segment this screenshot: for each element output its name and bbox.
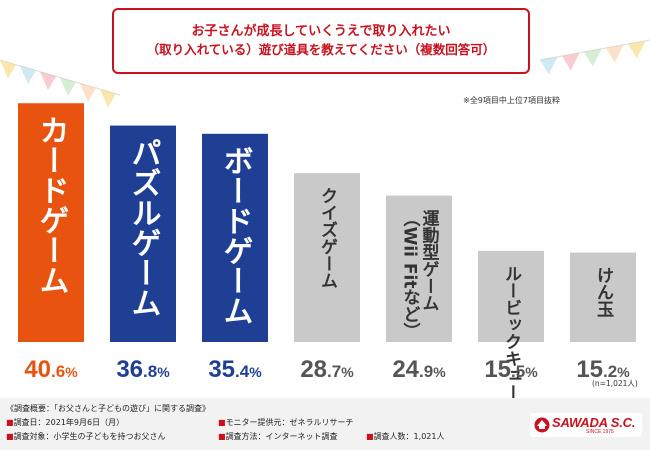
question-line-2: （取り入れている）遊び道具を教えてください（複数回答可）	[146, 42, 496, 57]
bar-2	[110, 125, 176, 342]
survey-date: 調査日：2021年9月6日（月）	[13, 418, 125, 427]
bar-4	[294, 173, 360, 342]
logo-since: SINCE 1975	[586, 429, 614, 435]
bullet-icon: ■	[366, 432, 374, 441]
pennant-flag	[584, 48, 602, 67]
survey-method-row: ■調査方法：インターネット調査	[218, 431, 338, 442]
question-line-1: お子さんが成長していくうえで取り入れたい	[191, 24, 451, 39]
value-label-5: 24.9%	[392, 356, 446, 383]
survey-method: 調査方法：インターネット調査	[225, 432, 338, 441]
value-label-4: 28.7%	[300, 356, 354, 383]
survey-question-box: お子さんが成長していくうえで取り入れたい （取り入れている）遊び道具を教えてくだ…	[112, 8, 530, 74]
pennant-flag	[628, 40, 646, 59]
survey-overview: 《調査概要：「お父さんと子どもの遊び」に関する調査》 ■調査日：2021年9月6…	[6, 403, 526, 447]
value-label-6: 15.5%	[484, 356, 538, 383]
bullet-icon: ■	[6, 432, 14, 441]
bullet-icon: ■	[218, 418, 226, 427]
bar-label-3: ボードゲーム	[218, 146, 253, 326]
excerpt-note: ※全9項目中上位7項目抜粋	[463, 96, 560, 105]
bar-label-2: パズルゲーム	[126, 138, 161, 318]
bar-label-7: けん玉	[593, 267, 614, 318]
value-label-3: 35.4%	[208, 356, 262, 383]
logo-emblem-icon	[534, 417, 550, 433]
survey-date-row: ■調査日：2021年9月6日（月）	[6, 417, 124, 428]
logo-name: SAWADA S.C.	[552, 415, 636, 430]
bar-3	[202, 133, 268, 342]
survey-provider-row: ■モニター提供元：ゼネラルリサーチ	[218, 417, 354, 428]
value-label-2: 36.8%	[116, 356, 170, 383]
survey-target-row: ■調査対象：小学生の子どもを持つお父さん	[6, 431, 166, 442]
bar-6	[478, 250, 544, 342]
bar-1	[18, 103, 84, 342]
bar-5	[386, 195, 452, 342]
bar-chart: カードゲーム 40.6% パズルゲーム 36.8% ボードゲーム 35.4% クイズゲーム 2…	[18, 103, 636, 400]
value-label-7: 15.2%	[576, 356, 630, 383]
pennant-flag	[562, 52, 580, 71]
survey-provider: モニター提供元：ゼネラルリサーチ	[225, 418, 354, 427]
survey-title: 《調査概要：「お父さんと子どもの遊び」に関する調査》	[6, 404, 210, 413]
pennant-flag	[540, 56, 558, 75]
pennant-flag	[0, 60, 16, 79]
bullet-icon: ■	[6, 418, 14, 427]
bar-label-6: ルービックキューブ	[501, 265, 522, 400]
bullet-icon: ■	[218, 432, 226, 441]
pennant-flag	[60, 77, 76, 96]
pennant-flag	[40, 71, 56, 90]
bar-label-5-1: 運動型ゲーム	[419, 210, 440, 312]
survey-target: 調査対象：小学生の子どもを持つお父さん	[13, 432, 166, 441]
pennant-flag	[20, 65, 36, 85]
survey-count: 調査人数：1,021人	[373, 432, 445, 441]
sample-size-note: (n=1,021人)	[592, 379, 638, 388]
pennant-flag	[100, 89, 116, 108]
value-label-1: 40.6%	[24, 356, 78, 383]
bar-7	[570, 252, 636, 342]
pennant-flag	[80, 83, 96, 102]
bar-label-1: カードゲーム	[34, 115, 69, 295]
bar-label-5-2: （Wii Fitなど）	[400, 210, 421, 340]
bar-label-4: クイズゲーム	[317, 187, 338, 289]
pennant-flag	[606, 44, 624, 63]
survey-count-row: ■調査人数：1,021人	[366, 431, 444, 442]
sawada-logo: SAWADA S.C. SINCE 1975	[530, 413, 642, 437]
